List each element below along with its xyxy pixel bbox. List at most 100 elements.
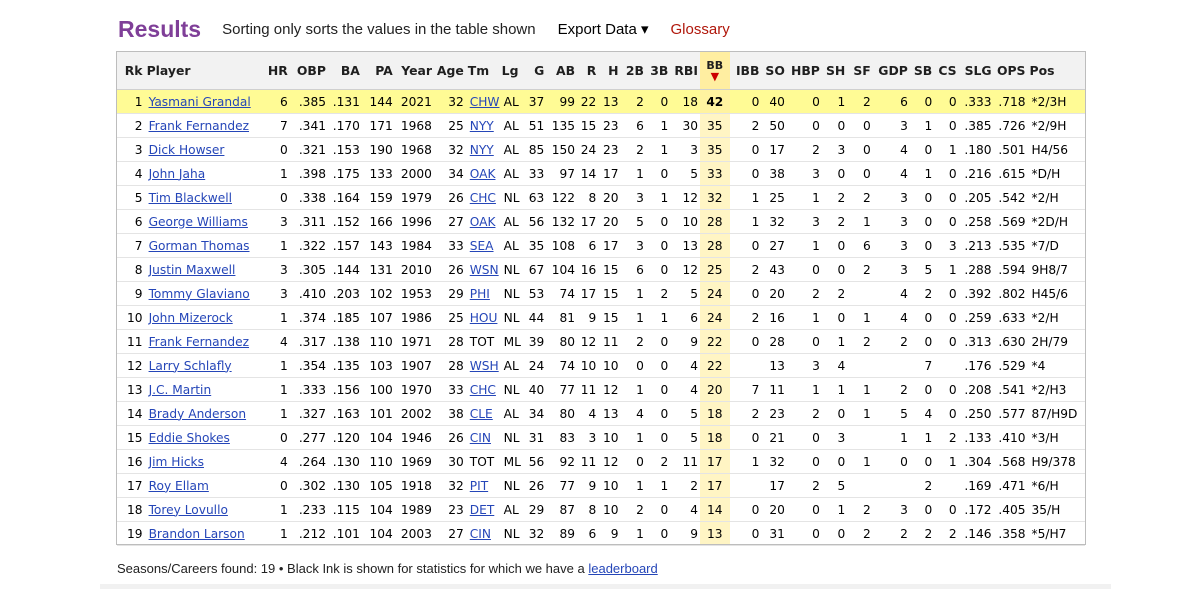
column-header-pos[interactable]: Pos: [1027, 52, 1085, 90]
cell-obp: .322: [289, 233, 328, 258]
cell-ba: .153: [327, 137, 362, 162]
cell-year: 1918: [394, 473, 434, 498]
team-link[interactable]: PIT: [469, 478, 489, 493]
player-link[interactable]: J.C. Martin: [148, 382, 212, 397]
team-link[interactable]: WSN: [469, 262, 499, 277]
cell-3b: 0: [645, 401, 671, 426]
column-header-ab[interactable]: AB: [546, 52, 578, 90]
column-header-player[interactable]: Player: [144, 52, 263, 90]
cell-hr: 0: [262, 185, 290, 210]
team-link[interactable]: CHC: [469, 382, 496, 397]
player-link[interactable]: Torey Lovullo: [148, 502, 228, 517]
team-link[interactable]: WSH: [469, 358, 499, 373]
team-link[interactable]: DET: [469, 502, 495, 517]
column-header-sh[interactable]: SH: [821, 52, 848, 90]
cell-so: 13: [761, 353, 787, 378]
bottom-scrollbar[interactable]: [100, 584, 1111, 589]
column-header-ba[interactable]: BA: [327, 52, 362, 90]
column-header-ops[interactable]: OPS: [993, 52, 1028, 90]
cell-gdp: 4: [872, 305, 910, 330]
column-header-pa[interactable]: PA: [361, 52, 395, 90]
cell-player: Jim Hicks: [144, 449, 263, 474]
cell-bb: 28: [699, 209, 730, 234]
cell-hbp: 2: [786, 401, 822, 426]
team-link[interactable]: CHW: [469, 94, 500, 109]
player-link[interactable]: John Jaha: [148, 166, 206, 181]
cell-3b: 2: [645, 449, 671, 474]
player-link[interactable]: Larry Schlafly: [148, 358, 232, 373]
cell-ibb: [729, 473, 762, 498]
cell-lg: NL: [499, 281, 525, 306]
team-link[interactable]: NYY: [469, 142, 494, 157]
player-link[interactable]: Brandon Larson: [148, 526, 245, 541]
column-header-sb[interactable]: SB: [909, 52, 935, 90]
column-header-so[interactable]: SO: [761, 52, 787, 90]
cell-player: Larry Schlafly: [144, 353, 263, 378]
cell-year: 1969: [394, 449, 434, 474]
cell-so: 38: [761, 161, 787, 186]
team-link[interactable]: OAK: [469, 214, 496, 229]
cell-2b: 1: [620, 473, 646, 498]
player-link[interactable]: John Mizerock: [148, 310, 233, 325]
cell-ops: .726: [993, 113, 1028, 138]
player-link[interactable]: Jim Hicks: [148, 454, 204, 469]
player-link[interactable]: Yasmani Grandal: [148, 94, 251, 109]
column-header-ibb[interactable]: IBB: [729, 52, 762, 90]
player-link[interactable]: Roy Ellam: [148, 478, 209, 493]
table-row: 9 Tommy Glaviano 3.410.203 102 1953 29 PHI NL 53…: [117, 281, 1085, 306]
team-link[interactable]: CIN: [469, 430, 491, 445]
player-link[interactable]: Eddie Shokes: [148, 430, 230, 445]
column-header-sf[interactable]: SF: [847, 52, 873, 90]
column-header-tm[interactable]: Tm: [465, 52, 500, 90]
column-header-r[interactable]: R: [577, 52, 599, 90]
cell-bb: 42: [699, 89, 730, 114]
column-header-hr[interactable]: HR: [262, 52, 290, 90]
cell-player: George Williams: [144, 209, 263, 234]
player-link[interactable]: Brady Anderson: [148, 406, 247, 421]
team-link[interactable]: CHC: [469, 190, 496, 205]
glossary-link[interactable]: Glossary: [670, 20, 730, 38]
column-header-age[interactable]: Age: [433, 52, 466, 90]
player-link[interactable]: Dick Howser: [148, 142, 225, 157]
team-link[interactable]: CLE: [469, 406, 493, 421]
cell-hbp: 0: [786, 425, 822, 450]
column-header-g[interactable]: G: [524, 52, 547, 90]
column-header-h[interactable]: H: [598, 52, 621, 90]
cell-player: Dick Howser: [144, 137, 263, 162]
player-link[interactable]: Justin Maxwell: [148, 262, 236, 277]
column-header-2b[interactable]: 2B: [620, 52, 646, 90]
results-title: Results: [118, 15, 202, 42]
player-link[interactable]: Gorman Thomas: [148, 238, 250, 253]
column-header-3b[interactable]: 3B: [645, 52, 671, 90]
column-header-rk[interactable]: Rk: [117, 52, 145, 90]
team-link[interactable]: PHI: [469, 286, 490, 301]
cell-sf: 6: [847, 233, 873, 258]
player-link[interactable]: Tommy Glaviano: [148, 286, 250, 301]
cell-so: 27: [761, 233, 787, 258]
player-link[interactable]: Frank Fernandez: [148, 118, 250, 133]
team-link[interactable]: NYY: [469, 118, 494, 133]
column-header-hbp[interactable]: HBP: [786, 52, 822, 90]
column-header-slg[interactable]: SLG: [958, 52, 994, 90]
cell-year: 1984: [394, 233, 434, 258]
player-link[interactable]: Frank Fernandez: [148, 334, 250, 349]
column-header-bb[interactable]: BB ▼: [699, 52, 730, 90]
team-link[interactable]: HOU: [469, 310, 498, 325]
column-header-gdp[interactable]: GDP: [872, 52, 910, 90]
leaderboard-link[interactable]: leaderboard: [588, 561, 658, 576]
column-header-year[interactable]: Year: [394, 52, 434, 90]
team-link[interactable]: CIN: [469, 526, 491, 541]
cell-sb: 2: [909, 473, 935, 498]
column-header-rbi[interactable]: RBI: [670, 52, 700, 90]
cell-ba: .203: [327, 281, 362, 306]
cell-tm: CHC: [465, 185, 500, 210]
team-link[interactable]: SEA: [469, 238, 494, 253]
cell-sh: 2: [821, 209, 848, 234]
player-link[interactable]: Tim Blackwell: [148, 190, 232, 205]
column-header-lg[interactable]: Lg: [499, 52, 525, 90]
player-link[interactable]: George Williams: [148, 214, 248, 229]
column-header-obp[interactable]: OBP: [289, 52, 328, 90]
team-link[interactable]: OAK: [469, 166, 496, 181]
export-data-menu[interactable]: Export Data ▾: [557, 21, 649, 38]
column-header-cs[interactable]: CS: [934, 52, 959, 90]
